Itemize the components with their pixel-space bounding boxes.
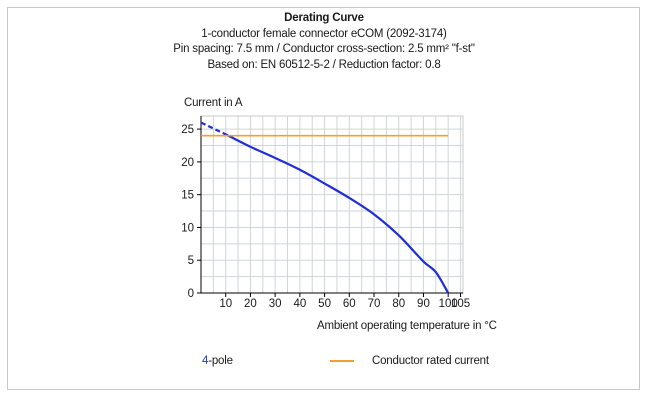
x-tick-label: 70: [368, 298, 381, 310]
chart-subtitle-standard: Based on: EN 60512-5-2 / Reduction facto…: [207, 58, 441, 71]
legend-pole-count: 4: [202, 355, 209, 367]
x-tick-label: 90: [417, 298, 430, 310]
y-tick-label: 15: [181, 190, 194, 202]
x-tick-label: 100: [439, 298, 458, 310]
x-tick-label: 105: [451, 298, 470, 310]
x-tick-label: 50: [318, 298, 331, 310]
chart-header: Derating Curve 1-conductor female connec…: [0, 11, 648, 73]
x-tick-label: 30: [269, 298, 282, 310]
legend-rated-swatch: [330, 360, 354, 362]
x-axis-title: Ambient operating temperature in °C: [317, 320, 497, 332]
y-tick-label: 20: [181, 157, 194, 169]
x-tick-label: 40: [293, 298, 306, 310]
x-tick-label: 10: [219, 298, 232, 310]
chart-title: Derating Curve: [284, 12, 364, 24]
x-tick-label: 60: [343, 298, 356, 310]
legend-series-4-pole: 4-pole: [202, 355, 233, 367]
y-tick-label: 5: [188, 255, 194, 267]
series-line-4-pole-dashed: [200, 121, 227, 136]
x-tick-label: 80: [392, 298, 405, 310]
chart-subtitle-product: 1-conductor female connector eCOM (2092-…: [201, 27, 447, 40]
y-tick-label: 0: [188, 288, 194, 300]
y-tick-label: 25: [181, 124, 194, 136]
y-axis-title: Current in A: [184, 97, 243, 109]
x-tick-label: 20: [244, 298, 257, 310]
y-tick-label: 10: [181, 222, 194, 234]
legend-pole-suffix: -pole: [208, 355, 233, 367]
series-line-4-pole: [225, 133, 450, 294]
legend-rated-current: Conductor rated current: [330, 355, 489, 367]
chart-subtitle-spacing: Pin spacing: 7.5 mm / Conductor cross-se…: [173, 43, 475, 55]
legend-rated-label: Conductor rated current: [372, 355, 489, 367]
